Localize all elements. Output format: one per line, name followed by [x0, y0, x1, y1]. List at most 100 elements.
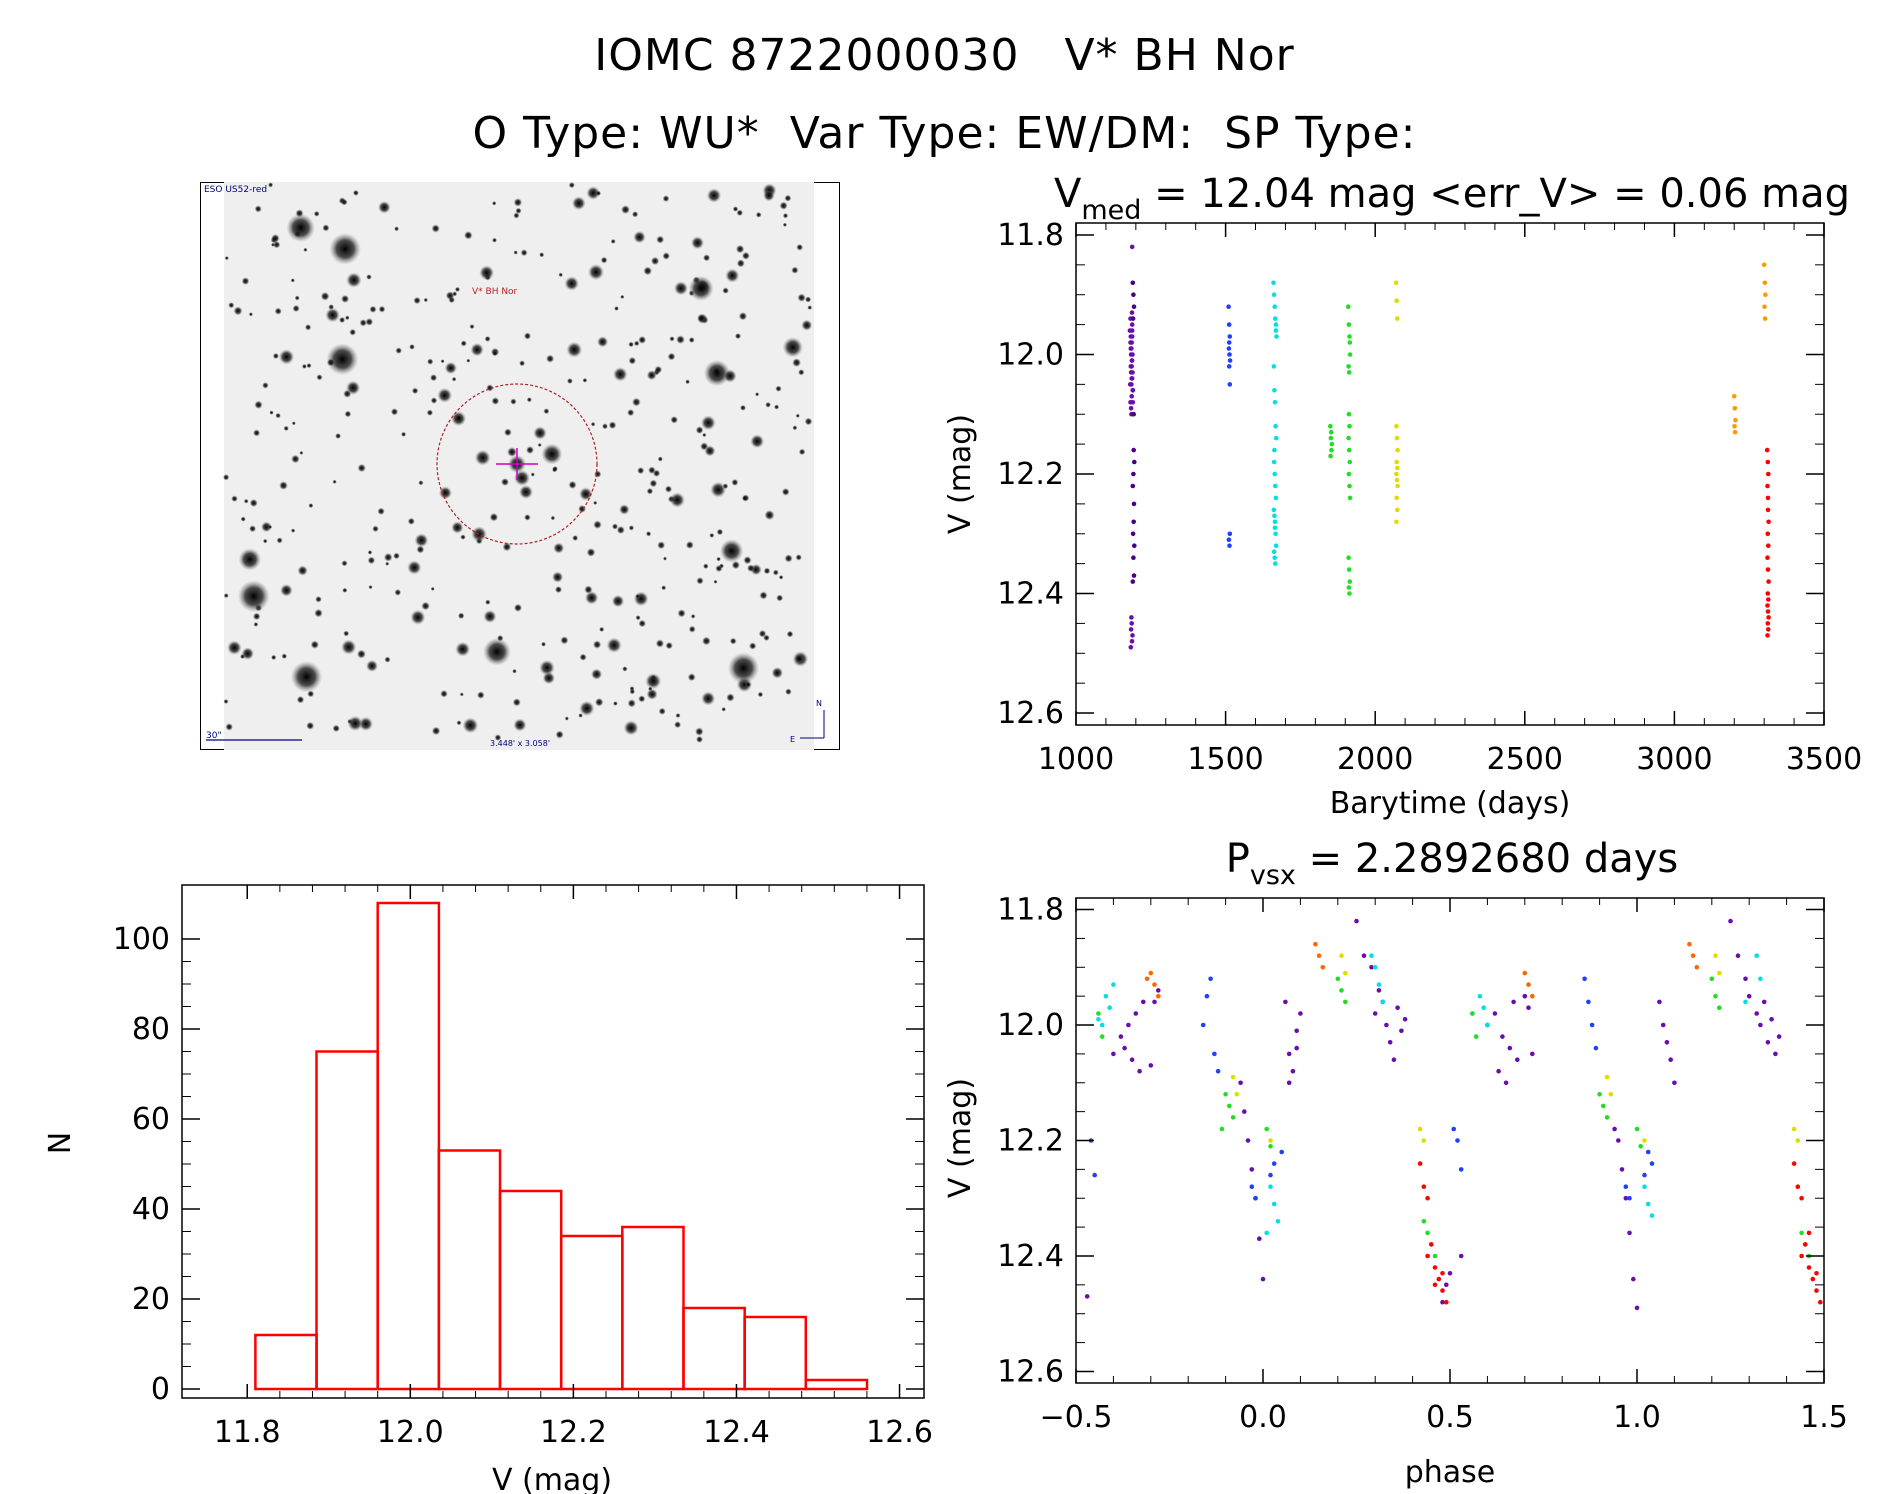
star: [740, 404, 746, 411]
star: [286, 213, 315, 243]
histogram-bar: [498, 1189, 563, 1391]
target-circle: [436, 383, 598, 545]
star: [231, 495, 238, 503]
star: [431, 726, 441, 736]
star: [223, 699, 229, 704]
star: [657, 456, 663, 462]
lightcurve-point: [1131, 519, 1136, 525]
star: [444, 361, 457, 375]
star: [765, 401, 771, 408]
lightcurve-xtick-label: 3000: [1636, 742, 1712, 777]
star: [593, 500, 598, 505]
phased-ylabel: V (mag): [943, 1078, 978, 1198]
star: [628, 341, 634, 348]
star: [254, 400, 263, 409]
lightcurve-point: [1272, 471, 1277, 477]
star: [628, 525, 635, 531]
star: [637, 467, 645, 475]
lightcurve-point: [1395, 447, 1400, 453]
phased-ytick-label: 12.4: [997, 1239, 1064, 1274]
lightcurve-point: [1766, 579, 1771, 584]
lightcurve-point: [1272, 555, 1277, 560]
star: [365, 318, 374, 326]
lightcurve-point: [1226, 340, 1232, 345]
star: [621, 205, 630, 215]
phased-point: [1799, 1253, 1804, 1259]
star: [638, 619, 646, 628]
phased-point: [1107, 1005, 1112, 1010]
star: [470, 343, 484, 357]
star: [523, 332, 532, 340]
lightcurve-point: [1131, 471, 1136, 477]
star: [606, 637, 622, 653]
star: [613, 701, 618, 706]
phased-point: [1761, 999, 1767, 1005]
star: [341, 639, 357, 655]
phased-point: [1137, 1068, 1142, 1074]
star: [741, 495, 749, 502]
star: [533, 426, 547, 440]
star: [222, 474, 230, 481]
star: [306, 721, 315, 730]
star: [416, 545, 425, 554]
lightcurve-point: [1732, 406, 1738, 411]
star: [738, 312, 748, 321]
star: [731, 560, 740, 570]
phased-point: [1395, 1005, 1400, 1010]
lightcurve-point: [1347, 459, 1353, 465]
star: [519, 360, 526, 367]
lightcurve-point: [1347, 579, 1353, 584]
star: [303, 247, 308, 252]
lightcurve-point: [1766, 627, 1771, 632]
star: [566, 341, 583, 358]
star: [418, 480, 424, 486]
lightcurve-point: [1329, 441, 1335, 447]
lightcurve-point: [1129, 310, 1135, 315]
phased-point: [1215, 1068, 1221, 1074]
lightcurve-point: [1347, 483, 1352, 489]
star: [268, 525, 273, 529]
star: [426, 409, 434, 416]
star: [736, 259, 745, 268]
star: [326, 358, 335, 367]
star: [807, 305, 813, 310]
star: [785, 688, 792, 695]
lightcurve-point: [1129, 328, 1135, 333]
star: [332, 724, 340, 733]
target-star: [507, 447, 517, 457]
phased-ytick-label: 11.8: [997, 893, 1064, 928]
star: [627, 409, 635, 417]
star: [579, 487, 593, 501]
star: [304, 324, 312, 331]
star: [702, 432, 707, 438]
star: [743, 556, 752, 565]
lightcurve-point: [1394, 471, 1399, 477]
lightcurve-point: [1226, 364, 1232, 369]
phased-point: [1227, 1103, 1232, 1109]
phased-point: [1481, 1005, 1486, 1010]
phased-xtick-label: 1.5: [1800, 1400, 1848, 1435]
star: [378, 305, 386, 313]
phased-xtick-label: 0.0: [1239, 1400, 1287, 1435]
phased-point: [1275, 1219, 1281, 1224]
star: [703, 359, 731, 387]
lightcurve-point: [1129, 639, 1135, 644]
phased-point: [1425, 1253, 1430, 1259]
star: [342, 587, 348, 593]
star: [608, 421, 617, 430]
star: [368, 585, 373, 590]
lightcurve-point: [1765, 591, 1771, 596]
lightcurve-point: [1347, 340, 1353, 345]
phased-point: [1141, 999, 1146, 1005]
star: [274, 307, 282, 315]
phased-point: [1156, 993, 1161, 999]
star: [411, 387, 419, 395]
phased-point: [1380, 999, 1385, 1005]
phased-point: [1728, 918, 1733, 924]
phased-point: [1477, 993, 1483, 999]
star: [366, 274, 372, 280]
star: [759, 591, 768, 600]
lightcurve-point: [1765, 633, 1770, 638]
star: [254, 205, 262, 213]
lightcurve-point: [1271, 549, 1277, 554]
